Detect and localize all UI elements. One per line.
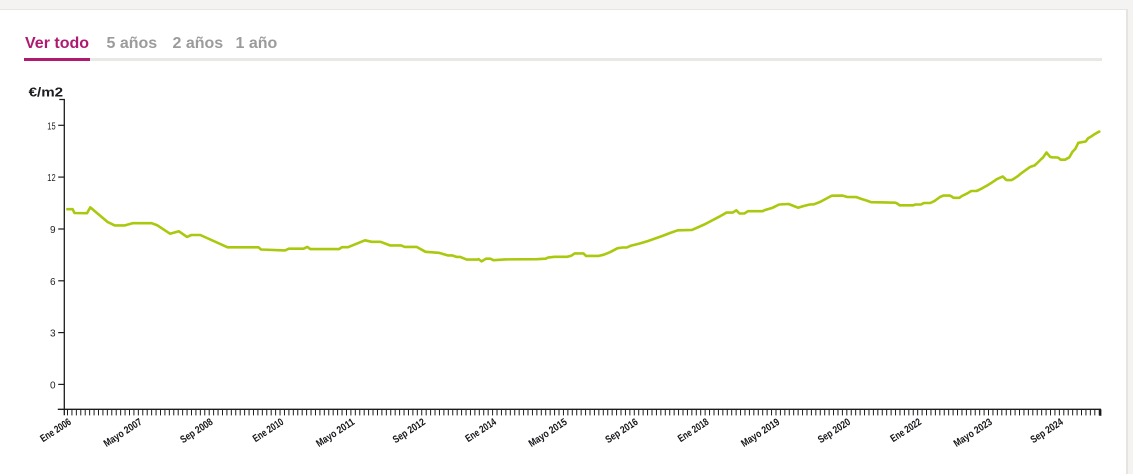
svg-text:Sep 2024: Sep 2024 <box>1029 417 1066 446</box>
svg-text:Sep 2020: Sep 2020 <box>816 417 853 446</box>
svg-text:€/m2: €/m2 <box>29 84 64 99</box>
svg-text:Ene 2022: Ene 2022 <box>889 417 924 445</box>
svg-text:Mayo 2011: Mayo 2011 <box>314 417 357 450</box>
svg-text:6: 6 <box>50 277 56 288</box>
svg-text:12: 12 <box>47 173 56 184</box>
svg-text:Ene 2014: Ene 2014 <box>464 417 499 445</box>
svg-text:Ene 2010: Ene 2010 <box>251 417 286 445</box>
svg-text:9: 9 <box>50 225 56 236</box>
svg-text:Ene 2018: Ene 2018 <box>676 417 711 445</box>
svg-text:Sep 2016: Sep 2016 <box>604 417 641 446</box>
svg-text:Mayo 2019: Mayo 2019 <box>740 417 783 450</box>
svg-text:Sep 2008: Sep 2008 <box>179 417 216 446</box>
svg-text:Sep 2012: Sep 2012 <box>391 417 428 446</box>
svg-text:15: 15 <box>47 121 56 132</box>
svg-text:Mayo 2015: Mayo 2015 <box>527 417 570 450</box>
svg-text:0: 0 <box>50 380 56 391</box>
svg-text:Mayo 2023: Mayo 2023 <box>952 417 995 450</box>
svg-text:Mayo 2007: Mayo 2007 <box>102 417 145 450</box>
svg-text:3: 3 <box>50 329 56 340</box>
svg-text:Ene 2006: Ene 2006 <box>39 417 74 445</box>
